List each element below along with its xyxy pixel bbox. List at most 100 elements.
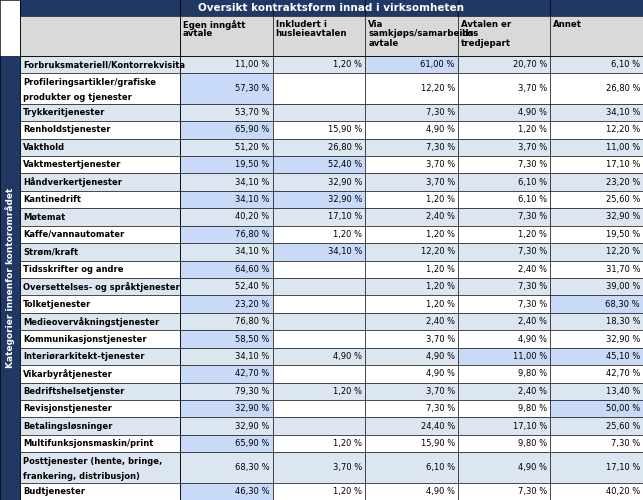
Text: Interiørarkitekt-tjenester: Interiørarkitekt-tjenester: [23, 352, 145, 361]
Bar: [273, 278, 365, 295]
Text: 15,90 %: 15,90 %: [328, 126, 362, 134]
Text: 32,90 %: 32,90 %: [606, 334, 640, 344]
Bar: [550, 313, 643, 330]
Text: 4,90 %: 4,90 %: [518, 463, 547, 472]
Bar: [458, 296, 550, 313]
Text: 3,70 %: 3,70 %: [426, 160, 455, 169]
Text: 1,20 %: 1,20 %: [333, 230, 362, 239]
Text: 34,10 %: 34,10 %: [235, 178, 269, 186]
Bar: [20, 208, 180, 226]
Bar: [458, 138, 550, 156]
Bar: [550, 330, 643, 347]
Text: samkjøps/samarbeids-: samkjøps/samarbeids-: [368, 30, 478, 38]
Text: Via: Via: [368, 20, 383, 29]
Bar: [273, 243, 365, 260]
Text: 18,30 %: 18,30 %: [606, 317, 640, 326]
Text: 34,10 %: 34,10 %: [235, 195, 269, 204]
Bar: [180, 365, 273, 382]
Bar: [273, 296, 365, 313]
Text: 19,50 %: 19,50 %: [606, 230, 640, 239]
Bar: [365, 56, 458, 74]
Text: 7,30 %: 7,30 %: [518, 487, 547, 496]
Bar: [180, 400, 273, 417]
Bar: [550, 121, 643, 138]
Bar: [180, 482, 273, 500]
Text: Kaffe/vannautomater: Kaffe/vannautomater: [23, 230, 124, 239]
Text: 11,00 %: 11,00 %: [606, 142, 640, 152]
Bar: [365, 278, 458, 295]
Bar: [550, 138, 643, 156]
Text: 39,00 %: 39,00 %: [606, 282, 640, 291]
Bar: [20, 16, 180, 56]
Text: 26,80 %: 26,80 %: [328, 142, 362, 152]
Bar: [20, 174, 180, 191]
Text: 7,30 %: 7,30 %: [518, 160, 547, 169]
Text: 26,80 %: 26,80 %: [606, 84, 640, 93]
Text: Tidsskrifter og andre: Tidsskrifter og andre: [23, 265, 123, 274]
Bar: [458, 482, 550, 500]
Bar: [550, 348, 643, 365]
Text: 1,20 %: 1,20 %: [426, 230, 455, 239]
Bar: [180, 16, 273, 56]
Text: 68,30 %: 68,30 %: [605, 300, 640, 308]
Bar: [550, 104, 643, 121]
Bar: [458, 74, 550, 104]
Bar: [20, 296, 180, 313]
Text: 25,60 %: 25,60 %: [606, 195, 640, 204]
Text: Forbruksmateriell/Kontorrekvisita: Forbruksmateriell/Kontorrekvisita: [23, 60, 185, 69]
Bar: [20, 226, 180, 243]
Bar: [20, 74, 180, 104]
Text: 19,50 %: 19,50 %: [235, 160, 269, 169]
Bar: [550, 482, 643, 500]
Bar: [273, 330, 365, 347]
Bar: [20, 278, 180, 295]
Bar: [458, 278, 550, 295]
Text: Renholdstjenester: Renholdstjenester: [23, 126, 111, 134]
Text: 7,30 %: 7,30 %: [426, 404, 455, 413]
Bar: [458, 56, 550, 74]
Text: 7,30 %: 7,30 %: [426, 142, 455, 152]
Text: Bedriftshelsetjenster: Bedriftshelsetjenster: [23, 387, 124, 396]
Text: 34,10 %: 34,10 %: [606, 108, 640, 117]
Bar: [20, 260, 180, 278]
Text: 17,10 %: 17,10 %: [606, 463, 640, 472]
Bar: [180, 121, 273, 138]
Text: 12,20 %: 12,20 %: [421, 84, 455, 93]
Bar: [550, 452, 643, 482]
Text: 32,90 %: 32,90 %: [235, 404, 269, 413]
Text: Profileringsartikler/grafiske: Profileringsartikler/grafiske: [23, 78, 156, 87]
Text: Oversettelses- og språktjenester: Oversettelses- og språktjenester: [23, 282, 180, 292]
Text: 3,70 %: 3,70 %: [518, 142, 547, 152]
Bar: [20, 156, 180, 174]
Text: 3,70 %: 3,70 %: [426, 334, 455, 344]
Text: 7,30 %: 7,30 %: [518, 300, 547, 308]
Text: 4,90 %: 4,90 %: [518, 334, 547, 344]
Text: 65,90 %: 65,90 %: [235, 439, 269, 448]
Bar: [365, 330, 458, 347]
Bar: [365, 121, 458, 138]
Text: 57,30 %: 57,30 %: [235, 84, 269, 93]
Text: 6,10 %: 6,10 %: [518, 178, 547, 186]
Text: Budtjenester: Budtjenester: [23, 487, 85, 496]
Bar: [180, 156, 273, 174]
Text: 9,80 %: 9,80 %: [518, 439, 547, 448]
Text: Møtemat: Møtemat: [23, 212, 65, 222]
Text: Avtalen er: Avtalen er: [461, 20, 511, 29]
Text: 76,80 %: 76,80 %: [235, 317, 269, 326]
Bar: [365, 138, 458, 156]
Bar: [20, 365, 180, 382]
Bar: [550, 365, 643, 382]
Text: Tolketjenester: Tolketjenester: [23, 300, 91, 308]
Bar: [273, 138, 365, 156]
Text: 3,70 %: 3,70 %: [518, 84, 547, 93]
Bar: [458, 156, 550, 174]
Bar: [273, 226, 365, 243]
Text: 79,30 %: 79,30 %: [235, 387, 269, 396]
Bar: [365, 452, 458, 482]
Text: 7,30 %: 7,30 %: [518, 248, 547, 256]
Text: 4,90 %: 4,90 %: [426, 370, 455, 378]
Text: 3,70 %: 3,70 %: [426, 178, 455, 186]
Bar: [180, 243, 273, 260]
Bar: [180, 313, 273, 330]
Text: Oversikt kontraktsform innad i virksomheten: Oversikt kontraktsform innad i virksomhe…: [199, 3, 464, 13]
